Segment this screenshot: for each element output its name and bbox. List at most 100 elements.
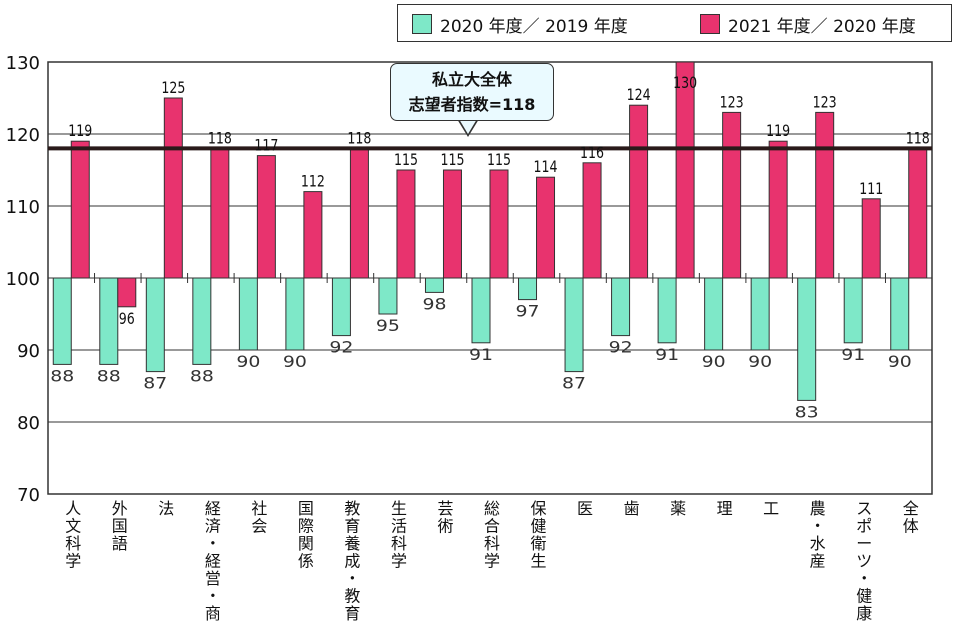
bar-2021 (303, 191, 323, 279)
data-label-2021: 118 (208, 128, 232, 147)
bar-2021 (582, 162, 602, 279)
category-label-char: 健 (856, 587, 872, 606)
data-label-2021: 112 (301, 172, 325, 191)
data-label-2020: 92 (609, 338, 633, 357)
category-label-char: 育 (344, 604, 360, 623)
bar-2020 (192, 277, 212, 365)
category-label-char: 生 (531, 552, 547, 571)
bar-2021 (117, 277, 137, 308)
bar-2021 (768, 140, 788, 279)
category-label-char: 薬 (670, 499, 686, 518)
legend: 2020 年度／ 2019 年度 2021 年度／ 2020 年度 (397, 4, 952, 42)
bar-2021 (396, 169, 416, 279)
data-label-2021: 130 (673, 73, 697, 92)
y-tick-label: 130 (6, 53, 40, 74)
category-label: 工 (763, 499, 779, 518)
bar-2020 (285, 277, 305, 351)
category-label-char: 保 (531, 499, 547, 518)
bar-2020 (52, 277, 72, 365)
category-label-char: 教 (344, 587, 360, 606)
bar-2020 (424, 277, 444, 293)
category-label: 外国語 (112, 499, 128, 553)
bar-2020 (657, 277, 677, 344)
bar-2021 (815, 111, 835, 279)
data-label-2021: 117 (254, 136, 278, 155)
bar-2020 (331, 277, 351, 337)
y-tick-label: 80 (17, 413, 40, 434)
category-label-char: 外 (112, 499, 128, 518)
category-label: 医 (577, 499, 593, 518)
category-label-char: ス (856, 499, 872, 518)
category-label-char: 生 (391, 499, 407, 518)
bar-2020 (471, 277, 491, 344)
data-label-2020: 91 (655, 345, 679, 364)
category-label: 薬 (670, 499, 686, 518)
bar-2021 (70, 140, 90, 279)
data-label-2021: 116 (580, 143, 604, 162)
category-label-char: 国 (298, 499, 314, 518)
category-label-char: ツ (856, 552, 872, 571)
category-label: 経済・経営・商 (205, 499, 221, 623)
category-label-char: 養 (344, 534, 360, 553)
data-label-2021: 125 (161, 78, 185, 97)
category-label-char: ・ (205, 587, 221, 606)
data-label-2021: 118 (906, 128, 930, 147)
category-label: 社会 (251, 499, 267, 536)
category-label-char: 体 (903, 517, 919, 536)
category-label-char: 芸 (437, 499, 453, 518)
data-label-2021: 115 (394, 150, 418, 169)
data-label-2020: 87 (562, 374, 586, 393)
category-label-char: 経 (205, 552, 221, 571)
category-label-char: 国 (112, 517, 128, 536)
y-tick-label: 70 (17, 485, 40, 506)
category-label-char: ー (856, 534, 872, 553)
category-label-char: 育 (344, 517, 360, 536)
y-tick-label: 90 (17, 341, 40, 362)
bar-2021 (861, 198, 881, 279)
category-label-char: 工 (763, 499, 779, 518)
data-label-2020: 90 (888, 352, 912, 371)
category-label: 保健衛生 (531, 499, 547, 571)
data-label-2021: 115 (487, 150, 511, 169)
category-label-char: 理 (717, 499, 733, 518)
data-label-2020: 95 (376, 316, 400, 335)
data-label-2021: 119 (68, 121, 92, 140)
bar-2020 (518, 277, 538, 301)
category-label: 歯 (624, 499, 640, 518)
data-label-2021: 124 (627, 85, 651, 104)
legend-item-2021: 2021 年度／ 2020 年度 (700, 12, 916, 37)
bar-2021 (163, 97, 183, 279)
bar-2020 (564, 277, 584, 373)
category-label-char: 産 (810, 552, 826, 571)
bar-2020 (750, 277, 770, 351)
category-label-char: ・ (856, 569, 872, 588)
category-label-char: 法 (158, 499, 174, 518)
category-label-char: ポ (856, 517, 872, 536)
category-label-char: 康 (856, 604, 872, 623)
data-label-2020: 98 (422, 294, 446, 313)
data-label-2020: 90 (283, 352, 307, 371)
category-label-char: 教 (344, 499, 360, 518)
bar-2021 (256, 155, 276, 279)
bar-2021 (629, 104, 649, 279)
legend-swatch-2021 (700, 14, 720, 34)
category-label-char: 全 (903, 499, 919, 518)
category-label-char: 農 (810, 499, 826, 518)
category-label-char: ・ (344, 569, 360, 588)
bar-2020 (99, 277, 119, 365)
category-label: スポーツ・健康 (856, 499, 872, 623)
category-label-char: 合 (484, 517, 500, 536)
category-label-char: 経 (205, 499, 221, 518)
category-label-char: 科 (391, 534, 407, 553)
category-label-char: 医 (577, 499, 593, 518)
category-label-char: 健 (531, 517, 547, 536)
category-label: 生活科学 (391, 499, 407, 571)
bar-2020 (704, 277, 724, 351)
data-label-2020: 90 (748, 352, 772, 371)
data-label-2021: 123 (813, 92, 837, 111)
category-label-char: 総 (484, 499, 500, 518)
category-label-char: 営 (205, 569, 221, 588)
category-label-char: 社 (251, 499, 267, 518)
data-label-2021: 115 (440, 150, 464, 169)
